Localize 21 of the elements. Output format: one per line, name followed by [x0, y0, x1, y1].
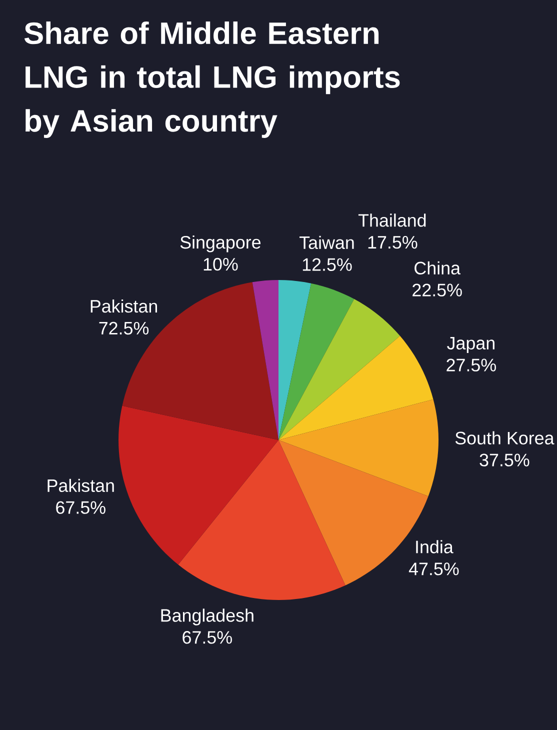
slice-label: China — [414, 261, 461, 275]
data-label: 27.5% — [446, 358, 496, 372]
data-label: 47.5% — [408, 562, 459, 576]
slice-label: India — [416, 540, 454, 554]
slice-label: Pakistan — [48, 478, 114, 492]
data-label: 22.5% — [412, 284, 462, 296]
data-label: 72.5% — [99, 322, 149, 335]
slice-label: Singapore — [180, 236, 261, 252]
data-label: 17.5% — [368, 236, 418, 249]
data-label: 37.5% — [480, 454, 530, 466]
slice-label: Taiwan — [299, 236, 354, 250]
slice-label: South Korea — [455, 431, 554, 444]
data-label: 67.5% — [182, 631, 232, 644]
slice-label: Thailand — [358, 214, 426, 227]
chart-title: Share of Middle Eastern LNG in total LNG imports by Asian country — [24, 21, 400, 138]
data-label: 12.5% — [302, 258, 352, 271]
data-label: 67.5% — [56, 501, 106, 514]
slice-label: Pakistan — [90, 299, 157, 313]
data-label: 10% — [204, 258, 238, 271]
slice-label: Bangladesh — [161, 608, 254, 626]
slice-label: Japan — [447, 336, 494, 354]
